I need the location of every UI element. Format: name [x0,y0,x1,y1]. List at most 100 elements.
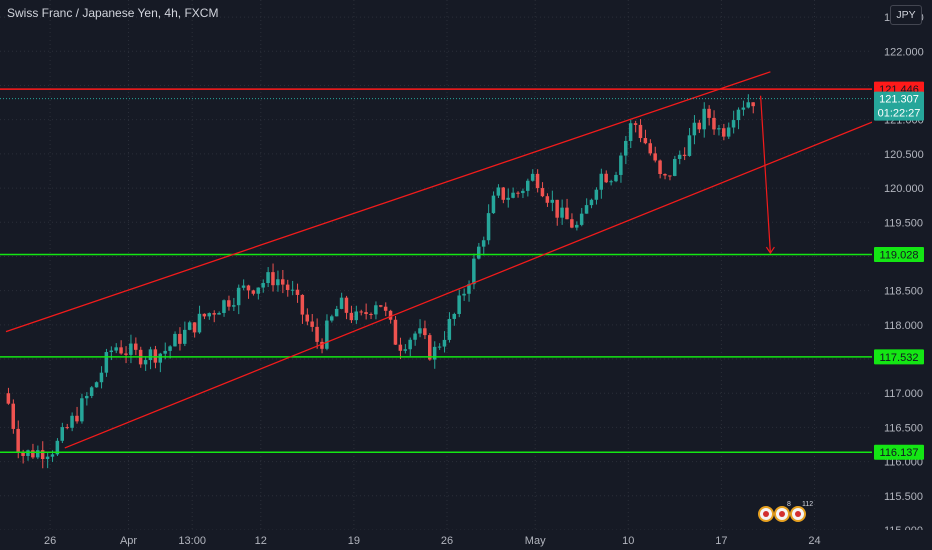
current-price-tag [874,91,924,121]
candle-body [119,347,123,354]
y-tick-label: 120.500 [884,149,924,161]
chart-title: Swiss Franc / Japanese Yen, 4h, FXCM [7,6,219,20]
candle-body [266,272,270,284]
y-tick-label: 120.000 [884,183,924,195]
candle-body [344,297,349,313]
candle-body [354,311,358,321]
level-price-label: 116.137 [880,447,919,459]
candle-body [486,213,491,241]
candle-body [104,352,109,373]
candle-body [707,108,711,118]
candle-body [442,339,447,347]
candle-body [589,199,594,206]
candle-body [643,138,648,144]
candle-body [276,279,280,286]
candle-body [11,403,15,429]
candle-body [663,174,667,176]
candle-body [55,440,60,455]
candle-body [594,189,599,200]
candle-body [746,102,750,108]
level-price-tag [874,444,924,460]
candle-body [506,197,510,200]
candle-body [682,154,687,156]
candle-body [36,450,40,458]
candle-body [428,335,432,360]
time-axis-bg [0,530,932,550]
x-tick-label: 26 [441,535,453,547]
time-axis[interactable]: 26 Apr 13:00 12 19 26 May 10 17 24 [0,530,932,550]
chart-drawings[interactable] [0,71,879,453]
candle-body [555,199,559,218]
candlestick-series [6,94,755,469]
candle-body [379,305,383,307]
candle-body [183,329,187,344]
candle-body [472,258,476,285]
candle-body [447,318,452,340]
candle-body [349,312,354,321]
candle-body [315,326,319,342]
candle-body [241,285,246,288]
candle-body [736,109,741,121]
candle-body [751,102,755,107]
candle-body [310,321,314,327]
y-tick-label: 117.000 [884,388,923,400]
candle-body [702,108,706,130]
current-price-label: 121.307 [879,94,919,106]
candle-body [599,173,603,190]
candle-body [393,319,398,345]
candle-body [202,313,207,317]
candle-body [16,428,20,453]
candle-body [75,415,79,422]
candle-body [212,313,216,315]
candle-body [45,456,50,459]
candle-body [658,160,662,175]
candle-body [334,308,339,317]
currency-button[interactable]: JPY [890,5,922,25]
candle-body [677,154,682,159]
candle-body [325,320,329,349]
x-tick-label: 19 [348,535,360,547]
candle-body [178,333,182,344]
candle-body [236,287,241,306]
candle-body [251,290,256,294]
candle-body [124,353,128,355]
candle-body [692,122,697,136]
candle-body [491,195,496,214]
candle-body [477,246,481,259]
candle-body [40,450,45,459]
candle-body [545,196,550,203]
candle-body [21,452,25,456]
candle-body [295,289,300,295]
y-tick-label: 115.500 [884,491,923,503]
candle-body [530,173,535,181]
candle-body [609,181,613,183]
candle-body [526,180,530,191]
svg-text:8: 8 [787,501,791,508]
candle-body [418,328,422,334]
candle-body [300,294,305,315]
candle-body [207,313,211,317]
candle-body [187,322,192,330]
candle-body [501,187,505,200]
candle-body [511,192,515,198]
candle-body [408,339,412,350]
candle-body [467,284,471,294]
candle-body [565,207,569,220]
candle-body [731,120,736,128]
candle-body [712,117,716,130]
candle-body [462,293,466,296]
candle-body [271,272,275,286]
candle-body [256,287,260,294]
candle-body [614,174,618,182]
svg-text:112: 112 [802,501,813,508]
candle-body [575,224,579,228]
candle-body [457,295,461,314]
candle-body [246,285,251,291]
candle-body [584,205,589,214]
candle-body [374,305,378,315]
candle-body [687,135,692,156]
channel-lower-line [64,119,879,449]
candle-body [80,398,84,422]
candle-body [481,240,486,247]
